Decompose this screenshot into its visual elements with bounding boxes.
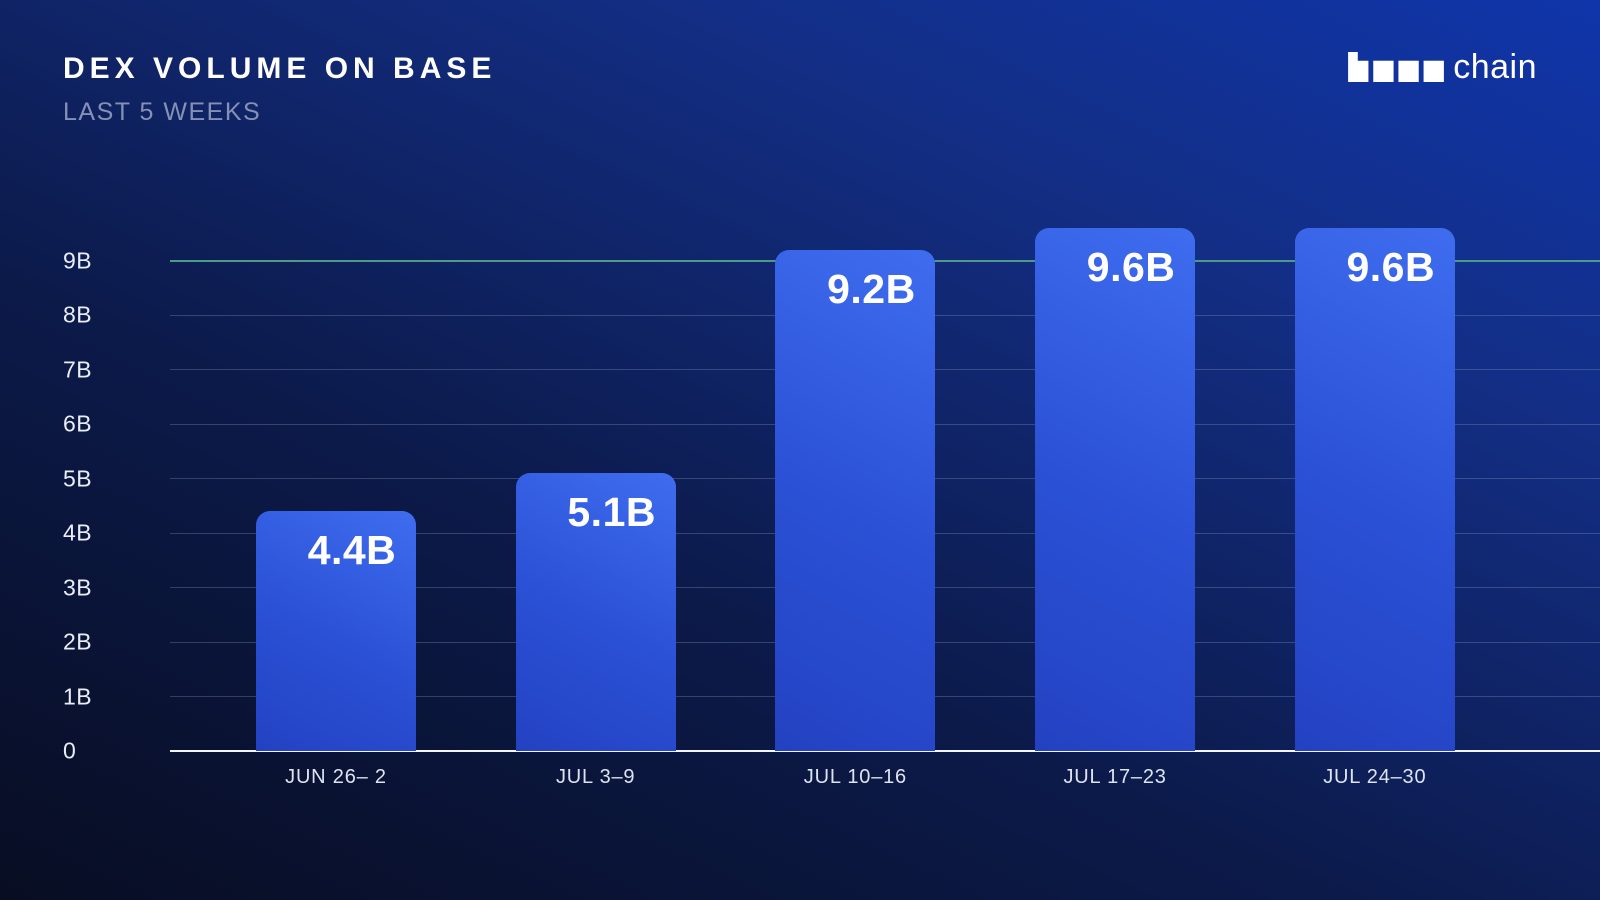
bar-value-label: 9.6B	[1086, 244, 1176, 290]
y-tick-label-3B: 3B	[63, 574, 93, 601]
bar-jul-3-9: 5.1B	[515, 473, 676, 751]
y-tick-label-5B: 5B	[63, 465, 93, 492]
bar-value-label: 4.4B	[307, 527, 397, 573]
y-tick-label-2B: 2B	[63, 628, 93, 655]
bar-jul-10-16: 9.2B	[775, 250, 936, 751]
chart-header: DEX VOLUME ON BASE LAST 5 WEEKS	[63, 52, 496, 127]
bar-value-label: 5.1B	[567, 489, 656, 535]
y-tick-label-4B: 4B	[63, 519, 93, 546]
bar-value-label: 9.6B	[1346, 244, 1436, 290]
x-tick-label: JUL 24–30	[1323, 766, 1427, 788]
x-tick-label: JUL 3–9	[556, 766, 636, 788]
y-tick-label-1B: 1B	[63, 683, 93, 710]
brand-logo-text: chain	[1453, 48, 1537, 86]
bar-value-label: 9.2B	[827, 266, 916, 312]
y-tick-label-0: 0	[63, 737, 77, 764]
x-tick-label: JUN 26– 2	[285, 766, 387, 788]
blocks-logo-icon	[1348, 52, 1445, 82]
brand-logo: chain	[1348, 50, 1537, 84]
x-tick-label: JUL 10–16	[803, 766, 907, 788]
chart-subtitle: LAST 5 WEEKS	[63, 98, 262, 126]
chart-title: DEX VOLUME ON BASE	[63, 52, 497, 85]
x-tick-label: JUL 17–23	[1063, 766, 1167, 788]
bar-jun-26-2: 4.4B	[256, 511, 416, 751]
x-axis-line	[170, 750, 1600, 752]
bar-jul-17-23: 9.6B	[1035, 228, 1196, 751]
y-tick-label-6B: 6B	[63, 410, 93, 437]
y-tick-label-9B: 9B	[63, 247, 93, 274]
y-tick-label-7B: 7B	[63, 356, 93, 383]
bar-jul-24-30: 9.6B	[1294, 228, 1455, 751]
y-tick-label-8B: 8B	[63, 301, 93, 328]
